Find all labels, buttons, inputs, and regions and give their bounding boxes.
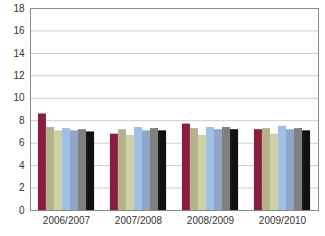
svg-text:2009/2010: 2009/2010 [259, 215, 307, 226]
svg-text:14: 14 [13, 48, 25, 59]
svg-text:2007/2008: 2007/2008 [115, 215, 163, 226]
svg-text:8: 8 [19, 115, 25, 126]
svg-text:12: 12 [13, 70, 25, 81]
svg-text:2006/2007: 2006/2007 [43, 215, 91, 226]
svg-text:10: 10 [13, 92, 25, 103]
svg-text:18: 18 [13, 3, 25, 14]
svg-text:6: 6 [19, 137, 25, 148]
svg-text:4: 4 [19, 160, 25, 171]
svg-text:16: 16 [13, 25, 25, 36]
svg-text:2008/2009: 2008/2009 [187, 215, 235, 226]
svg-text:0: 0 [19, 205, 25, 216]
svg-text:2: 2 [19, 182, 25, 193]
